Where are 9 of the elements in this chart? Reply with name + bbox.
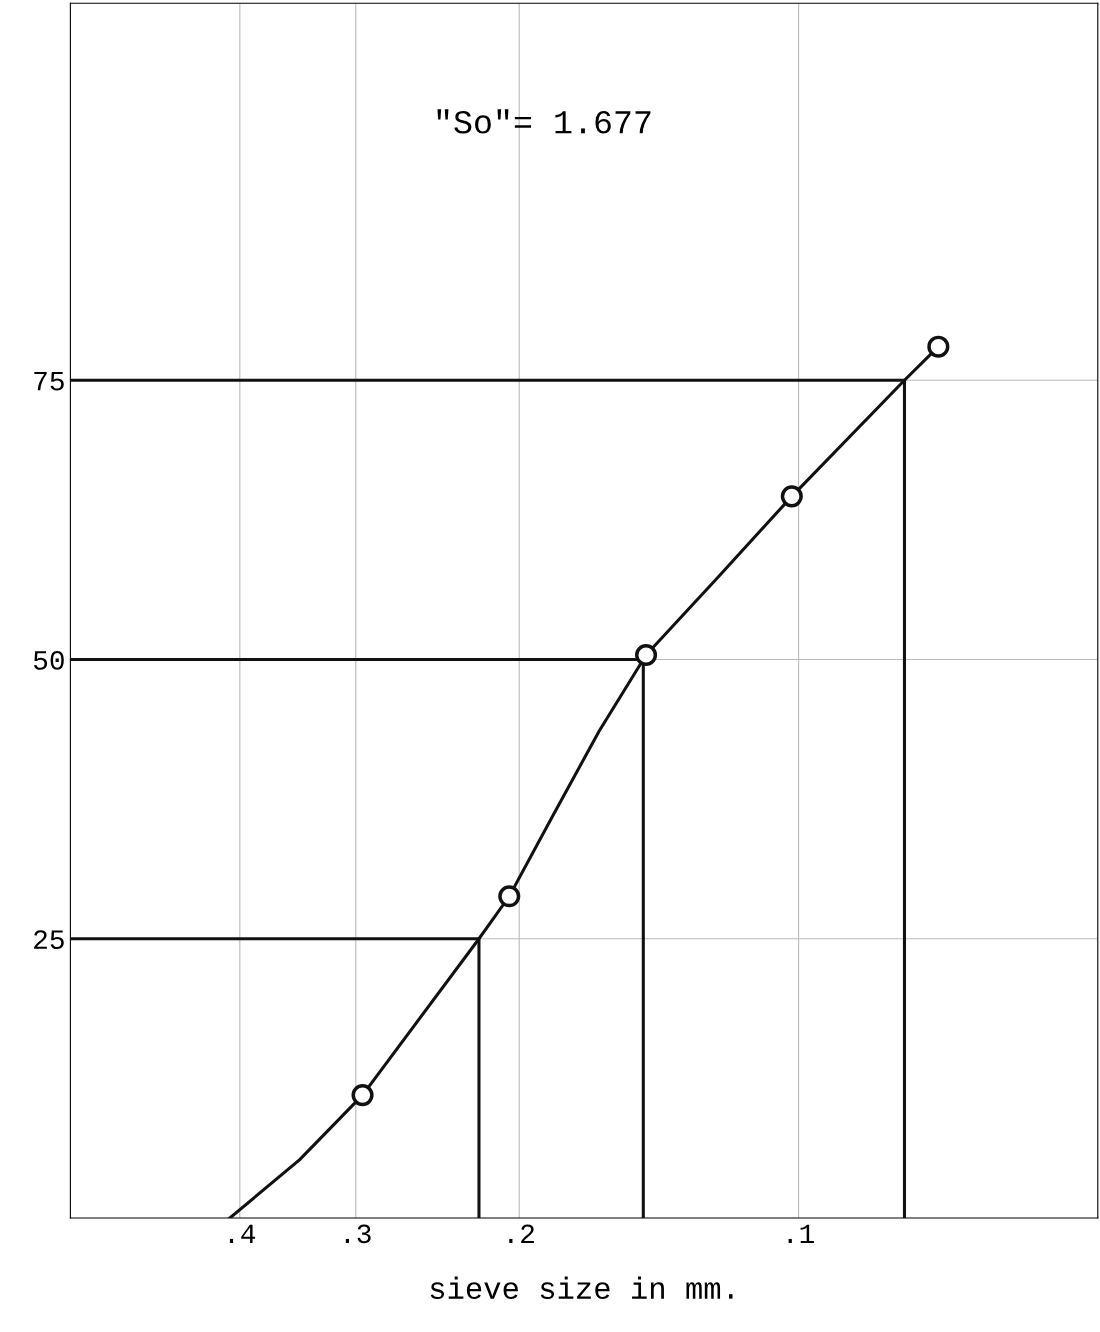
x-tick-label: .4 [229,1224,256,1243]
annotation: "So"= 1.677 [437,109,651,134]
x-axis-title: sieve size in mm. [430,1276,733,1299]
x-tick-label: .2 [509,1224,534,1243]
y-tick-label: 25 [34,930,64,950]
y-tick-label: 75 [34,371,64,391]
x-tick-label: .3 [345,1224,371,1244]
x-tick-label: .1 [788,1224,814,1243]
y-tick-label: 50 [33,650,64,670]
